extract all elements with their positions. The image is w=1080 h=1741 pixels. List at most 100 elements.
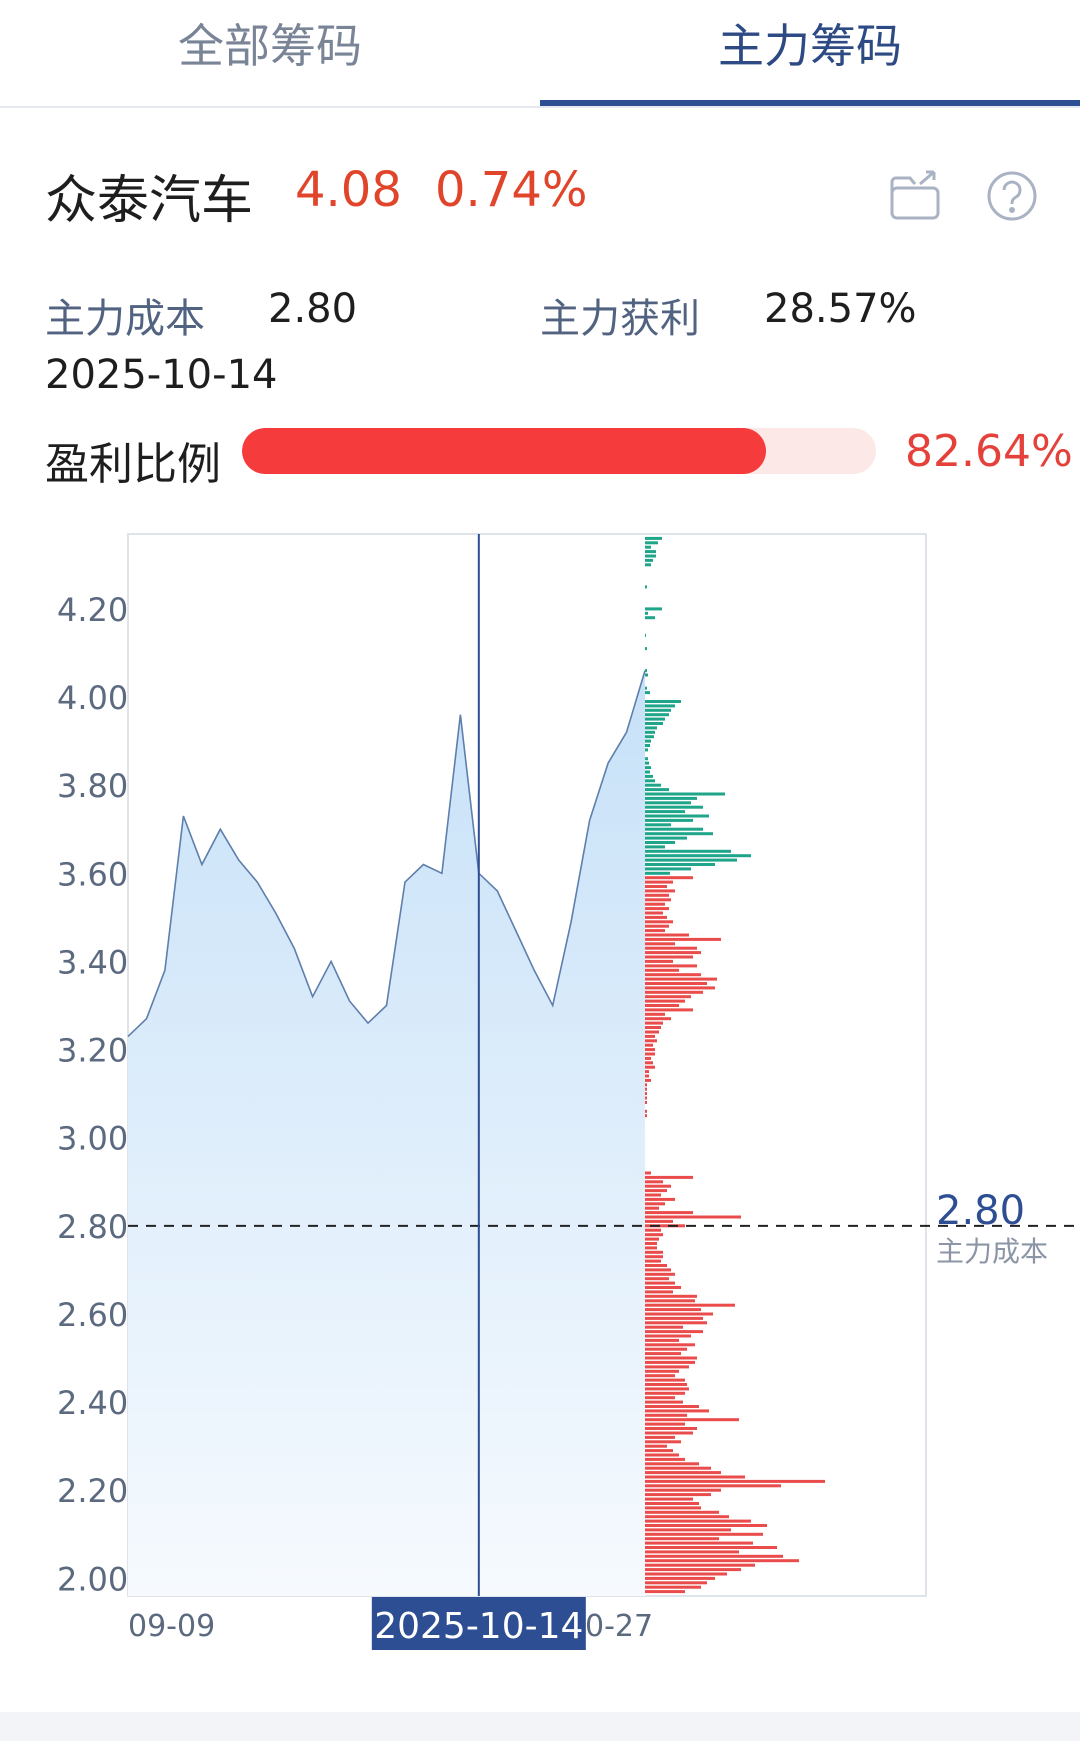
chip-bar-loss	[645, 726, 657, 730]
selected-date: 2025-10-14	[45, 352, 278, 398]
chip-bar-profit	[645, 1466, 711, 1470]
chip-bar-profit	[645, 1515, 729, 1519]
chip-bar-loss	[645, 766, 651, 770]
chip-bar-profit	[645, 986, 715, 990]
chip-bar-profit	[645, 893, 669, 897]
chip-bar-profit	[645, 1030, 659, 1034]
chip-bar-profit	[645, 1039, 657, 1043]
stock-price: 4.08	[295, 162, 402, 218]
chip-bar-profit	[645, 876, 693, 880]
chip-bar-loss	[645, 836, 687, 840]
chip-bar-profit	[645, 1316, 703, 1320]
chip-bar-profit	[645, 1347, 687, 1351]
chip-bar-profit	[645, 1427, 697, 1430]
chip-bar-loss	[645, 867, 691, 871]
chip-bar-loss	[645, 858, 737, 862]
y-tick-label: 2.60	[57, 1296, 128, 1334]
chip-bar-profit	[645, 1034, 655, 1038]
chip-bar-profit	[645, 1228, 661, 1232]
chip-bar-profit	[645, 1299, 695, 1303]
active-tab-indicator	[540, 100, 1080, 106]
chip-bar-profit	[645, 1074, 649, 1078]
chip-bar-profit	[645, 1440, 681, 1444]
chip-bar-profit	[645, 1180, 663, 1184]
chip-bar-profit	[645, 1096, 647, 1100]
chip-bar-profit	[645, 1374, 675, 1378]
chip-bar-profit	[645, 880, 673, 884]
chip-bar-profit	[645, 1334, 691, 1338]
chip-bar-profit	[645, 973, 701, 977]
chip-bar-profit	[645, 1506, 701, 1510]
chip-bar-loss	[645, 744, 650, 747]
chip-bar-profit	[645, 1541, 753, 1545]
chip-bar-profit	[645, 995, 691, 999]
y-tick-label: 3.00	[57, 1120, 128, 1158]
chip-bar-profit	[645, 1550, 739, 1554]
chip-bar-profit	[645, 959, 673, 963]
tab-all-chips[interactable]: 全部筹码	[178, 19, 362, 73]
chip-bar-profit	[645, 907, 669, 911]
chip-bar-loss	[645, 585, 647, 589]
profit-ratio-label: 盈利比例	[45, 439, 221, 490]
cost-line-label: 主力成本	[936, 1235, 1048, 1268]
chip-bar-profit	[645, 929, 665, 933]
chip-bar-profit	[645, 937, 721, 941]
profit-ratio-value: 82.64%	[905, 426, 1073, 477]
chip-bar-profit	[645, 1237, 659, 1241]
chip-bar-profit	[645, 1255, 663, 1259]
chip-bar-profit	[645, 1070, 649, 1074]
chip-bar-profit	[645, 1184, 671, 1188]
chip-bar-loss	[645, 563, 651, 567]
chip-bar-profit	[645, 1488, 721, 1492]
chip-bar-loss	[645, 796, 697, 800]
chip-bar-profit	[645, 1294, 697, 1298]
chip-bar-profit	[645, 1101, 647, 1104]
chip-bar-profit	[645, 1360, 695, 1364]
chip-bar-profit	[645, 1206, 659, 1210]
chip-bar-loss	[645, 647, 647, 651]
chip-bar-profit	[645, 1008, 693, 1012]
chip-bar-profit	[645, 1052, 655, 1056]
chip-bar-profit	[645, 1554, 783, 1558]
chip-bar-loss	[645, 616, 655, 620]
chip-bar-profit	[645, 982, 707, 985]
chip-bar-profit	[645, 1422, 685, 1426]
cursor-date-label: 2025-10-14	[374, 1606, 583, 1647]
chip-bar-profit	[645, 885, 667, 888]
chip-bar-profit	[645, 1211, 693, 1215]
chip-bar-loss	[645, 550, 656, 554]
chip-bar-profit	[645, 1431, 693, 1435]
tab-main-chips[interactable]: 主力筹码	[718, 19, 902, 73]
chip-bar-profit	[645, 1338, 679, 1342]
chip-bar-loss	[645, 761, 649, 765]
chip-bar-profit	[645, 1303, 735, 1307]
chip-bar-profit	[645, 1308, 701, 1312]
main-chip-chart[interactable]: 4.20 4.00 3.80 3.60 3.40 3.20 3.00 2.80 2.60 2.40…	[0, 520, 1080, 1650]
chip-bar-loss	[645, 607, 662, 611]
chip-bar-loss	[645, 545, 651, 549]
help-icon[interactable]	[984, 168, 1040, 224]
y-tick-label: 4.00	[57, 679, 128, 717]
chip-bar-profit	[645, 1114, 647, 1118]
profit-ratio-bar	[242, 428, 876, 474]
chip-bar-loss	[645, 611, 648, 615]
chip-bar-loss	[645, 713, 669, 717]
chip-bar-loss	[645, 730, 655, 734]
chip-bar-loss	[645, 827, 703, 831]
share-icon[interactable]	[888, 168, 944, 224]
chip-bar-profit	[645, 933, 689, 937]
chip-bar-loss	[645, 554, 656, 558]
chip-bar-profit	[645, 1026, 661, 1029]
y-tick-label: 2.20	[57, 1472, 128, 1510]
chip-bar-profit	[645, 1484, 781, 1488]
chip-bar-profit	[645, 1272, 675, 1276]
chip-bar-profit	[645, 1519, 751, 1523]
chip-bar-loss	[645, 841, 675, 844]
chip-bar-profit	[645, 1246, 657, 1250]
chip-bar-loss	[645, 735, 654, 739]
cost-line-value: 2.80	[936, 1188, 1025, 1234]
chip-bar-profit	[645, 1387, 689, 1391]
chip-bar-profit	[645, 1083, 647, 1087]
chip-bar-profit	[645, 1056, 651, 1060]
chip-bar-profit	[645, 1343, 695, 1347]
